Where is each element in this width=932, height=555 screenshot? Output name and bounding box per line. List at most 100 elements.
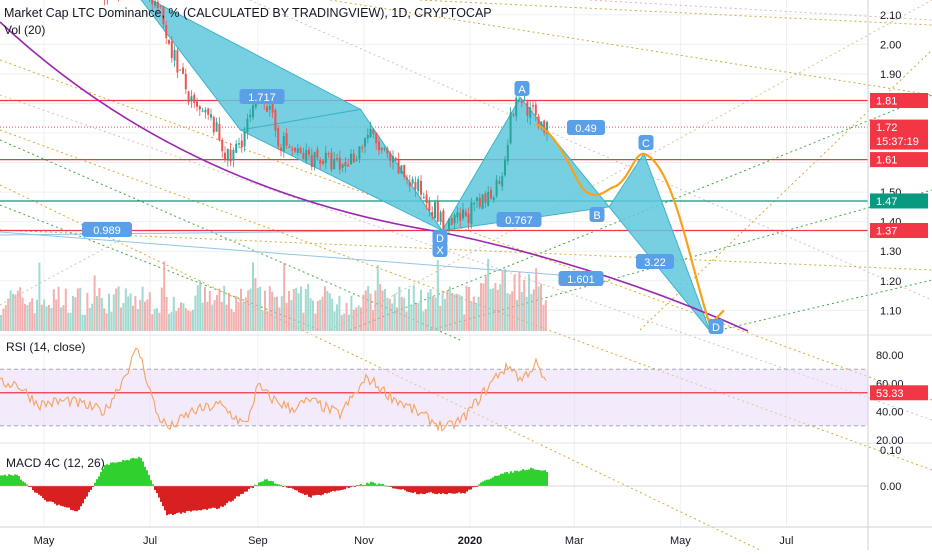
macd-bar [126, 459, 128, 486]
macd-bar [478, 484, 480, 486]
trend-line [329, 0, 932, 96]
volume-bar [156, 307, 158, 331]
macd-bar [542, 470, 544, 486]
macd-bar [266, 479, 268, 486]
volume-bar [213, 300, 216, 331]
macd-bar [426, 486, 428, 493]
volume-bar [45, 306, 48, 331]
candle-body [422, 197, 425, 199]
macd-bar [358, 485, 360, 487]
volume-bar [319, 299, 322, 331]
volume-bar [398, 286, 401, 331]
volume-bar [321, 296, 324, 331]
volume-bar [132, 305, 134, 331]
macd-bar [292, 486, 294, 489]
macd-bar [10, 474, 12, 486]
volume-bar [316, 300, 319, 331]
candle-body [352, 153, 355, 163]
candle-body [540, 121, 543, 129]
point-label-d: D [436, 233, 444, 245]
price-level-tag-bg [870, 223, 928, 239]
macd-bar [498, 475, 500, 486]
ratio-label-bg [558, 271, 604, 286]
macd-bar [216, 486, 218, 510]
volume-bar [264, 290, 266, 331]
macd-bar [204, 486, 206, 510]
candle-body [361, 147, 364, 149]
volume-bar [108, 293, 110, 331]
macd-bar [286, 486, 288, 488]
macd-bar [496, 475, 498, 486]
macd-bar [414, 486, 416, 493]
macd-bar [334, 486, 336, 492]
volume-bar [463, 314, 466, 331]
candle-body [324, 152, 327, 164]
volume-bar [175, 310, 178, 331]
macd-bar [136, 458, 138, 486]
price-level-tag-bg [870, 152, 928, 168]
macd-bar [138, 456, 140, 486]
volume-bar [355, 307, 358, 331]
macd-bar [342, 486, 344, 490]
macd-bar [392, 486, 394, 489]
price-level-tag: 1.61 [876, 155, 897, 167]
macd-bar [508, 473, 510, 486]
macd-bar [46, 486, 48, 502]
macd-bar [152, 484, 154, 486]
price-level-tag: 1.37 [876, 226, 897, 238]
macd-bar [60, 486, 62, 506]
volume-bar [285, 302, 288, 331]
volume-bar [129, 293, 132, 331]
volume-bar [170, 311, 173, 331]
volume-bar [518, 271, 521, 331]
macd-bar [112, 462, 114, 486]
macd-bar [406, 486, 408, 492]
price-tick-label: 1.20 [880, 276, 901, 288]
volume-bar [62, 305, 65, 331]
candle-body [277, 127, 280, 147]
price-tick-label: 1.30 [880, 246, 901, 258]
candle-body [518, 99, 520, 101]
macd-bar [504, 472, 506, 486]
macd-bar [544, 470, 546, 486]
candle-body [338, 157, 341, 170]
macd-bar [318, 486, 320, 495]
candle-body [406, 177, 408, 180]
candle-body [165, 24, 168, 38]
macd-bar [252, 486, 254, 489]
macd-bar [502, 473, 504, 486]
macd-bar [330, 486, 332, 492]
candle-body [442, 210, 445, 230]
macd-bar [44, 486, 46, 501]
macd-bar [430, 486, 432, 493]
volume-bar [432, 296, 434, 331]
time-tick-label: Mar [565, 535, 584, 547]
ratio-label-bg [567, 120, 605, 135]
candle-body [534, 104, 537, 116]
macd-bar [210, 486, 212, 509]
macd-bar [6, 476, 8, 486]
volume-bar [484, 276, 487, 331]
volume-bar [468, 286, 470, 331]
volume-bar [235, 295, 238, 331]
macd-bar [272, 481, 274, 486]
candle-body [282, 135, 285, 152]
rsi-tick-label: 20.00 [876, 435, 904, 447]
macd-bar [68, 486, 70, 508]
candle-body [302, 152, 305, 159]
point-label-a: A [518, 84, 526, 96]
candle-body [310, 155, 313, 167]
macd-bar [128, 460, 130, 486]
candle-body [425, 194, 428, 204]
candle-body [408, 182, 411, 187]
volume-bar [48, 305, 50, 331]
volume-bar [192, 309, 194, 331]
volume-bar [333, 311, 336, 331]
macd-bar [156, 486, 158, 494]
macd-bar [218, 486, 220, 509]
macd-bar [74, 486, 76, 512]
macd-bar [224, 486, 226, 506]
candle-body [215, 122, 218, 132]
